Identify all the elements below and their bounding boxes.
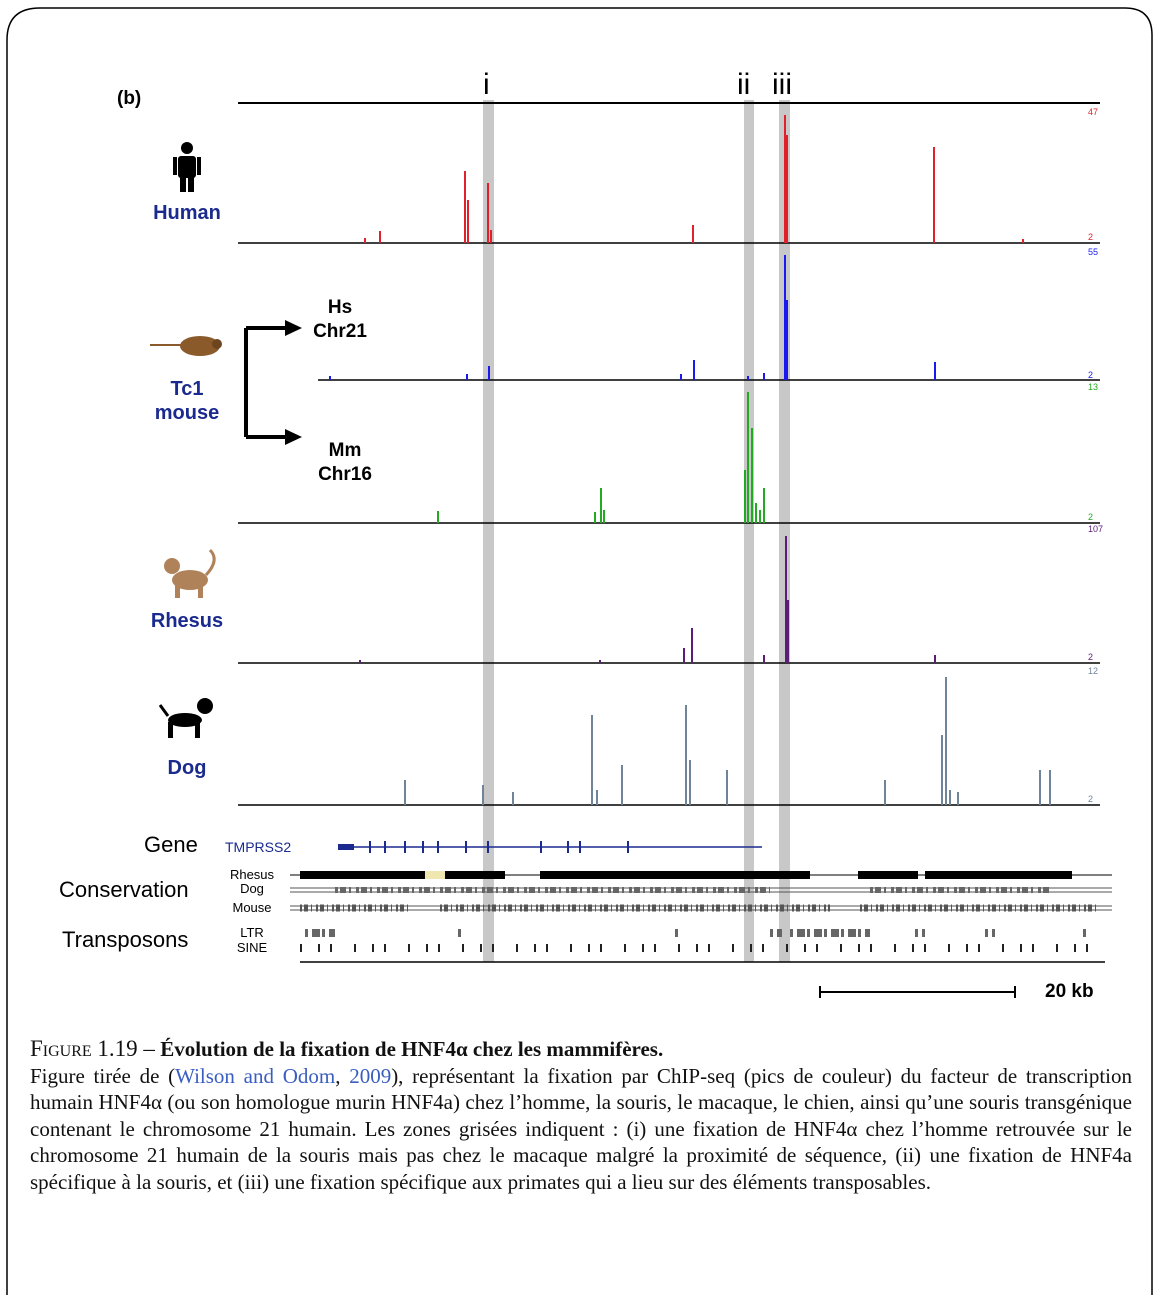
scale-bar-label: 20 kb [1045,981,1094,1002]
citation-link[interactable]: 2009 [349,1063,392,1088]
dog-peaks [404,677,1051,805]
species-label: Human [153,202,221,224]
track-max: 12 [1088,666,1099,676]
rhesus-peaks [359,536,936,663]
frame [6,7,1153,1295]
branch-label: Hs Chr21 [313,297,367,342]
branch-arrows [285,320,302,445]
row-title: Gene [144,832,198,857]
panel-label: (b) [117,88,142,109]
caption-text: Figure tirée de ( [30,1063,176,1088]
species-label: Rhesus [150,610,224,632]
row-sublabel: Dog [240,881,264,896]
track-max: 55 [1088,247,1099,257]
human-icon [173,142,201,192]
row-title: Transposons [62,927,189,952]
track-max: 107 [1088,524,1104,534]
track-min: 2 [1088,652,1094,662]
human-peaks [364,115,1024,243]
row-sublabel: Mouse [232,900,272,915]
rhesus-icon [164,548,216,598]
species-label: Tc1 mouse [154,378,220,424]
caption-text: , [335,1063,350,1088]
track-max: 13 [1088,382,1099,392]
branch-bracket [244,326,290,439]
caption-label: Figure 1.19 – [30,1036,155,1061]
gene-name: TMPRSS2 [225,839,292,855]
mm-chr16-peaks [437,392,765,523]
row-sublabel: Rhesus [229,867,275,882]
caption-title: Évolution de la fixation de HNF4α chez l… [160,1037,664,1061]
gene-track [338,841,762,853]
track-min: 2 [1088,232,1094,242]
dog-icon [158,698,213,738]
region-label: i [483,68,490,101]
shaded-regions [483,100,790,962]
caption-text: ), représentant la fixation par ChIP-seq… [30,1063,1132,1194]
branch-label: Mm Chr16 [318,440,372,485]
region-label: ii [737,68,751,101]
track-min: 2 [1088,794,1094,804]
conservation-track [290,871,1112,912]
track-min: 2 [1088,512,1094,522]
caption: Figure 1.19 – Évolution de la fixation d… [30,1036,1132,1195]
mouse-icon [150,336,222,356]
region-label: iii [772,68,792,101]
species-label: Dog [167,757,207,779]
track-min: 2 [1088,370,1094,380]
row-sublabel: SINE [236,940,268,955]
track-max: 47 [1088,107,1099,117]
transposon-track [300,929,1110,963]
baselines [238,242,1100,806]
row-title: Conservation [59,877,189,902]
citation-link[interactable]: Wilson and Odom [175,1063,336,1088]
scale-bar [819,986,1016,998]
hs-chr21-peaks [329,255,936,380]
row-sublabel: LTR [240,925,264,940]
